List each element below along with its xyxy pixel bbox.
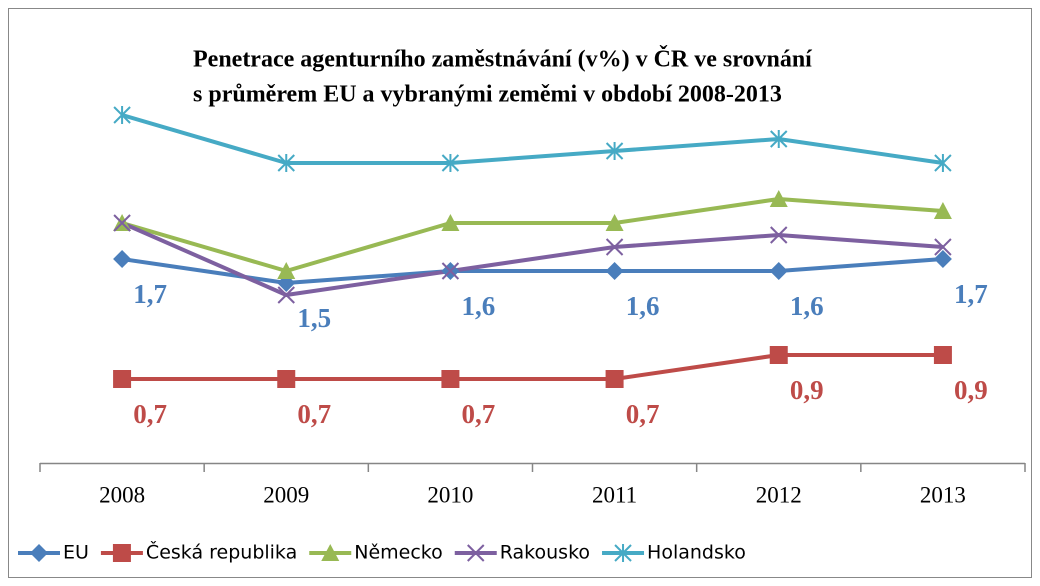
- marker: [770, 226, 788, 244]
- marker: [277, 370, 296, 388]
- data-label: 1,6: [462, 291, 496, 321]
- x-tick-label: 2008: [99, 482, 145, 507]
- marker: [113, 214, 131, 232]
- marker: [113, 106, 131, 124]
- chart-title: Penetrace agenturního zaměstnávání (v%) …: [193, 46, 812, 73]
- marker: [441, 262, 460, 280]
- marker: [769, 190, 788, 207]
- marker: [769, 346, 788, 364]
- marker: [321, 544, 340, 561]
- x-tick-label: 2009: [263, 482, 309, 507]
- marker: [769, 262, 788, 280]
- x-tick-label: 2011: [592, 482, 637, 507]
- marker: [441, 154, 460, 172]
- data-label: 0,7: [297, 399, 331, 429]
- marker: [441, 214, 460, 231]
- series-line: [121, 257, 944, 285]
- marker: [614, 544, 632, 562]
- chart-border: [8, 8, 1032, 578]
- marker: [933, 346, 952, 364]
- marker: [605, 370, 624, 388]
- marker: [277, 262, 296, 279]
- legend-item: EU: [18, 542, 89, 564]
- marker: [934, 238, 952, 256]
- marker: [112, 544, 131, 562]
- marker: [933, 250, 952, 268]
- marker: [277, 154, 295, 172]
- data-label: 0,7: [626, 399, 660, 429]
- data-label: 1,5: [297, 303, 331, 333]
- marker: [934, 154, 952, 172]
- data-label: 1,6: [790, 291, 824, 321]
- legend-label: Česká republika: [146, 540, 297, 564]
- marker: [605, 142, 624, 160]
- legend-item: Rakousko: [454, 542, 590, 564]
- legend-item: Německo: [309, 542, 443, 564]
- legend-item: Česká republika: [100, 540, 297, 564]
- marker: [113, 370, 132, 388]
- data-label: 1,7: [133, 279, 167, 309]
- marker: [113, 250, 132, 268]
- marker: [770, 130, 788, 148]
- data-label: 1,7: [954, 279, 988, 309]
- marker: [605, 238, 624, 256]
- chart-title: s průměrem EU a vybranými zeměmi v obdob…: [193, 82, 782, 108]
- legend-label: Holandsko: [647, 542, 746, 564]
- legend-label: Německo: [354, 542, 443, 564]
- marker: [467, 544, 485, 562]
- marker: [605, 262, 624, 280]
- legend-label: Rakousko: [500, 542, 590, 564]
- x-tick-label: 2013: [920, 482, 966, 507]
- marker: [277, 286, 295, 304]
- marker: [605, 214, 624, 231]
- data-label: 0,9: [954, 375, 988, 405]
- data-label: 1,6: [626, 291, 660, 321]
- series-line: [121, 221, 944, 297]
- marker: [30, 544, 48, 562]
- series-line: [121, 197, 944, 273]
- legend-label: EU: [63, 542, 89, 564]
- data-label: 0,9: [790, 375, 824, 405]
- series-line: [121, 113, 944, 165]
- data-label: 0,7: [133, 399, 167, 429]
- marker: [933, 202, 952, 219]
- x-tick-label: 2010: [427, 482, 473, 507]
- data-label: 0,7: [462, 399, 496, 429]
- legend-item: Holandsko: [602, 542, 746, 564]
- marker: [441, 370, 460, 388]
- series-line: [122, 353, 943, 381]
- x-tick-label: 2012: [756, 482, 802, 507]
